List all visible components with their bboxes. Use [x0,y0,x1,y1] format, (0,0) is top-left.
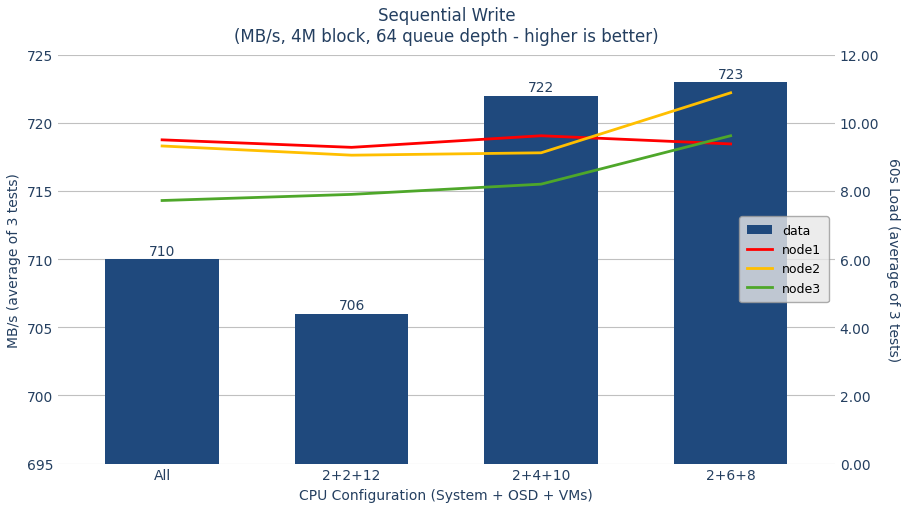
Bar [105,260,219,509]
X-axis label: CPU Configuration (System + OSD + VMs): CPU Configuration (System + OSD + VMs) [299,488,593,502]
Bar [295,314,408,509]
Title: Sequential Write
(MB/s, 4M block, 64 queue depth - higher is better): Sequential Write (MB/s, 4M block, 64 que… [234,7,658,46]
Y-axis label: 60s Load (average of 3 tests): 60s Load (average of 3 tests) [886,158,900,361]
Text: 706: 706 [338,299,365,313]
Legend: data, node1, node2, node3: data, node1, node2, node3 [739,217,829,302]
Bar [484,96,598,509]
Bar [674,83,787,509]
Y-axis label: MB/s (average of 3 tests): MB/s (average of 3 tests) [7,173,21,347]
Text: 722: 722 [528,81,554,95]
Text: 723: 723 [717,67,744,81]
Text: 710: 710 [149,244,175,258]
